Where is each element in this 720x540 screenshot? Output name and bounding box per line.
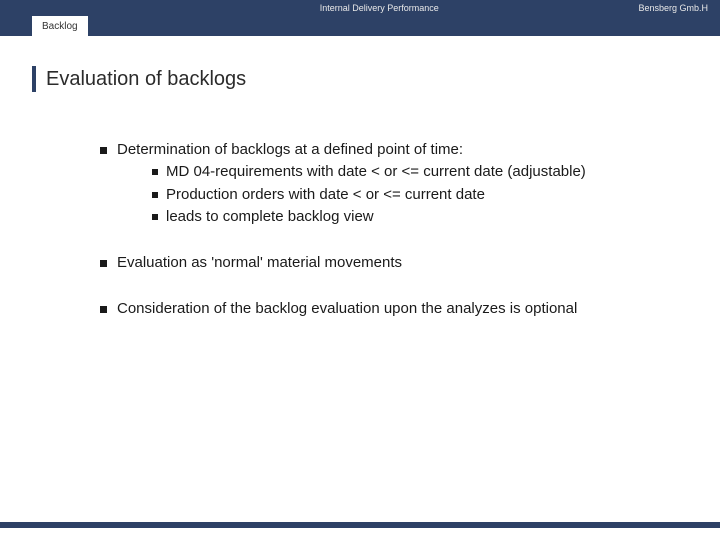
content-area: Determination of backlogs at a defined p… [100, 140, 660, 320]
list-item-text: leads to complete backlog view [166, 207, 374, 227]
square-bullet-icon [100, 260, 107, 267]
list-item: Determination of backlogs at a defined p… [100, 140, 660, 227]
tab-bar: Backlog [0, 16, 720, 36]
page-title: Evaluation of backlogs [46, 68, 246, 91]
header-company: Bensberg Gmb.H [638, 3, 708, 13]
list-item-text: Evaluation as 'normal' material movement… [117, 253, 402, 273]
list-item: MD 04-requirements with date < or <= cur… [152, 162, 660, 182]
header-center-title: Internal Delivery Performance [0, 3, 638, 13]
list-item-text: Production orders with date < or <= curr… [166, 185, 485, 205]
list-item: Consideration of the backlog evaluation … [100, 299, 660, 319]
list-item-text: MD 04-requirements with date < or <= cur… [166, 162, 586, 182]
title-row: Evaluation of backlogs [32, 66, 720, 92]
tab-backlog: Backlog [32, 16, 88, 36]
square-bullet-icon [100, 306, 107, 313]
title-accent-bar [32, 66, 36, 92]
list-item: leads to complete backlog view [152, 207, 660, 227]
tab-label: Backlog [42, 21, 78, 32]
footer-bar [0, 522, 720, 528]
square-bullet-icon [152, 192, 158, 198]
list-item-text: Determination of backlogs at a defined p… [117, 140, 463, 160]
square-bullet-icon [100, 147, 107, 154]
list-item-text: Consideration of the backlog evaluation … [117, 299, 577, 319]
header-bar: Internal Delivery Performance Bensberg G… [0, 0, 720, 16]
square-bullet-icon [152, 169, 158, 175]
square-bullet-icon [152, 214, 158, 220]
list-item: Evaluation as 'normal' material movement… [100, 253, 660, 273]
list-item: Production orders with date < or <= curr… [152, 185, 660, 205]
